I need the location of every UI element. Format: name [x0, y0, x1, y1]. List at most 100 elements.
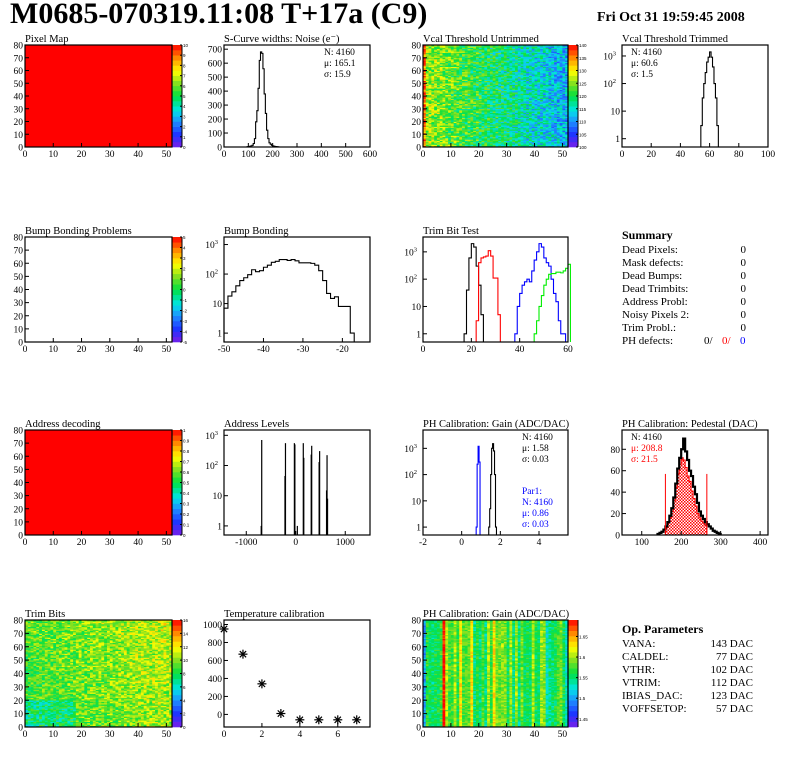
heatmap-cell	[423, 59, 427, 61]
heatmap-cell	[436, 53, 441, 56]
x-tick-label: 60	[563, 345, 573, 355]
y-tick-label: 300	[208, 102, 223, 112]
heatmap-cell	[425, 65, 429, 67]
colorbar-segment	[172, 300, 182, 306]
heatmap-cell	[431, 141, 435, 144]
heatmap-cell	[423, 144, 427, 147]
heatmap-cell	[436, 102, 441, 104]
y-tick-label: 80	[14, 234, 24, 244]
colorbar-segment	[172, 477, 182, 483]
heatmap-cell	[431, 56, 435, 59]
colorbar-segment	[172, 70, 182, 76]
colorbar-segment	[568, 116, 578, 122]
heatmap-cell	[428, 140, 432, 143]
y-tick-label: 40	[14, 286, 24, 296]
heatmap-cell	[428, 124, 432, 126]
heatmap-cell	[431, 46, 435, 48]
heatmap-cell	[436, 136, 441, 139]
colorbar-tick-label: 4	[183, 104, 186, 109]
y-tick-label: 50	[14, 466, 24, 476]
heatmap-cell	[423, 130, 427, 132]
heatmap-cell	[425, 48, 429, 51]
histogram-series-0	[488, 443, 498, 535]
heatmap-fill	[25, 45, 172, 147]
x-tick-label: 30	[105, 538, 115, 548]
heatmap-cell	[423, 50, 427, 52]
heatmap-cell	[425, 85, 429, 88]
y-tick-label: 0	[217, 144, 222, 154]
heatmap-cell	[434, 93, 438, 96]
heatmap-cell	[434, 62, 438, 65]
heatmap-cell	[431, 96, 435, 98]
heatmap-cell	[428, 120, 432, 122]
colorbar-tick-label: 140	[579, 43, 587, 48]
x-tick-label: 40	[515, 345, 525, 355]
heatmap-cell	[436, 45, 441, 47]
heatmap-cell	[436, 81, 441, 84]
heatmap-cell	[431, 78, 435, 80]
heatmap-cell	[423, 83, 427, 85]
stats-line: μ: 1.58	[522, 444, 549, 454]
colorbar-segment	[172, 482, 182, 489]
heatmap-cell	[431, 88, 435, 90]
y-tick-label: 103	[603, 50, 616, 62]
y-tick-label: 70	[14, 247, 24, 257]
y-tick-label: 102	[603, 78, 616, 90]
x-tick-label: 20	[467, 345, 477, 355]
y-tick-label: 60	[14, 260, 24, 270]
colorbar-segment	[568, 65, 578, 71]
heatmap-cell	[434, 130, 438, 132]
x-tick-label: 10	[49, 345, 59, 355]
histogram-bar	[294, 444, 296, 535]
heatmap-cell	[423, 90, 427, 93]
heatmap-cell	[439, 97, 443, 99]
colorbar-tick-label: 0.2	[183, 512, 190, 517]
heatmap-cell	[434, 55, 438, 57]
colorbar-tick-label: -4	[183, 330, 187, 335]
heatmap-cell	[428, 117, 432, 120]
heatmap-cell	[428, 85, 432, 88]
heatmap-cell	[423, 45, 427, 47]
heatmap-cell	[428, 116, 432, 118]
heatmap-cell	[436, 107, 441, 110]
heatmap-cell	[436, 141, 441, 144]
heatmap-cell	[428, 51, 432, 53]
heatmap-cell	[439, 103, 443, 106]
y-tick-exponent: 2	[613, 78, 616, 85]
heatmap-cell	[425, 111, 429, 113]
y-tick-label: 30	[14, 105, 24, 115]
heatmap-cell	[423, 62, 427, 65]
heatmap-cell	[428, 113, 432, 116]
colorbar-segment	[172, 321, 182, 327]
heatmap-cell	[425, 112, 429, 115]
colorbar-segment	[172, 268, 182, 275]
heatmap-cell	[425, 124, 429, 126]
heatmap-cell	[439, 138, 443, 140]
heatmap-cell	[434, 112, 438, 115]
stats-line: μ: 165.1	[324, 59, 356, 69]
heatmap-cell	[431, 75, 435, 78]
colorbar-segment	[172, 106, 182, 112]
colorbar-segment	[172, 331, 182, 338]
colorbar-tick-label: 0.1	[183, 523, 190, 528]
x-tick-label: 0	[620, 150, 625, 160]
heatmap-cell	[431, 106, 435, 108]
y-tick-label: 1	[217, 522, 222, 532]
heatmap-cell	[423, 111, 427, 113]
heatmap-cell	[428, 59, 432, 61]
heatmap-cell	[425, 88, 429, 90]
stats-line: μ: 0.86	[522, 509, 549, 519]
heatmap-cell	[439, 126, 443, 129]
heatmap-cell	[423, 101, 427, 103]
heatmap-cell	[423, 116, 427, 118]
heatmap-cell	[436, 120, 441, 122]
heatmap-cell	[434, 65, 438, 67]
colorbar-tick-label: 135	[579, 56, 587, 61]
heatmap-cell	[436, 55, 441, 57]
x-tick-label: -50	[218, 345, 231, 355]
heatmap-cell	[428, 98, 432, 101]
heatmap-cell	[425, 87, 429, 89]
heatmap-cell	[434, 139, 438, 141]
heatmap-cell	[434, 101, 438, 103]
